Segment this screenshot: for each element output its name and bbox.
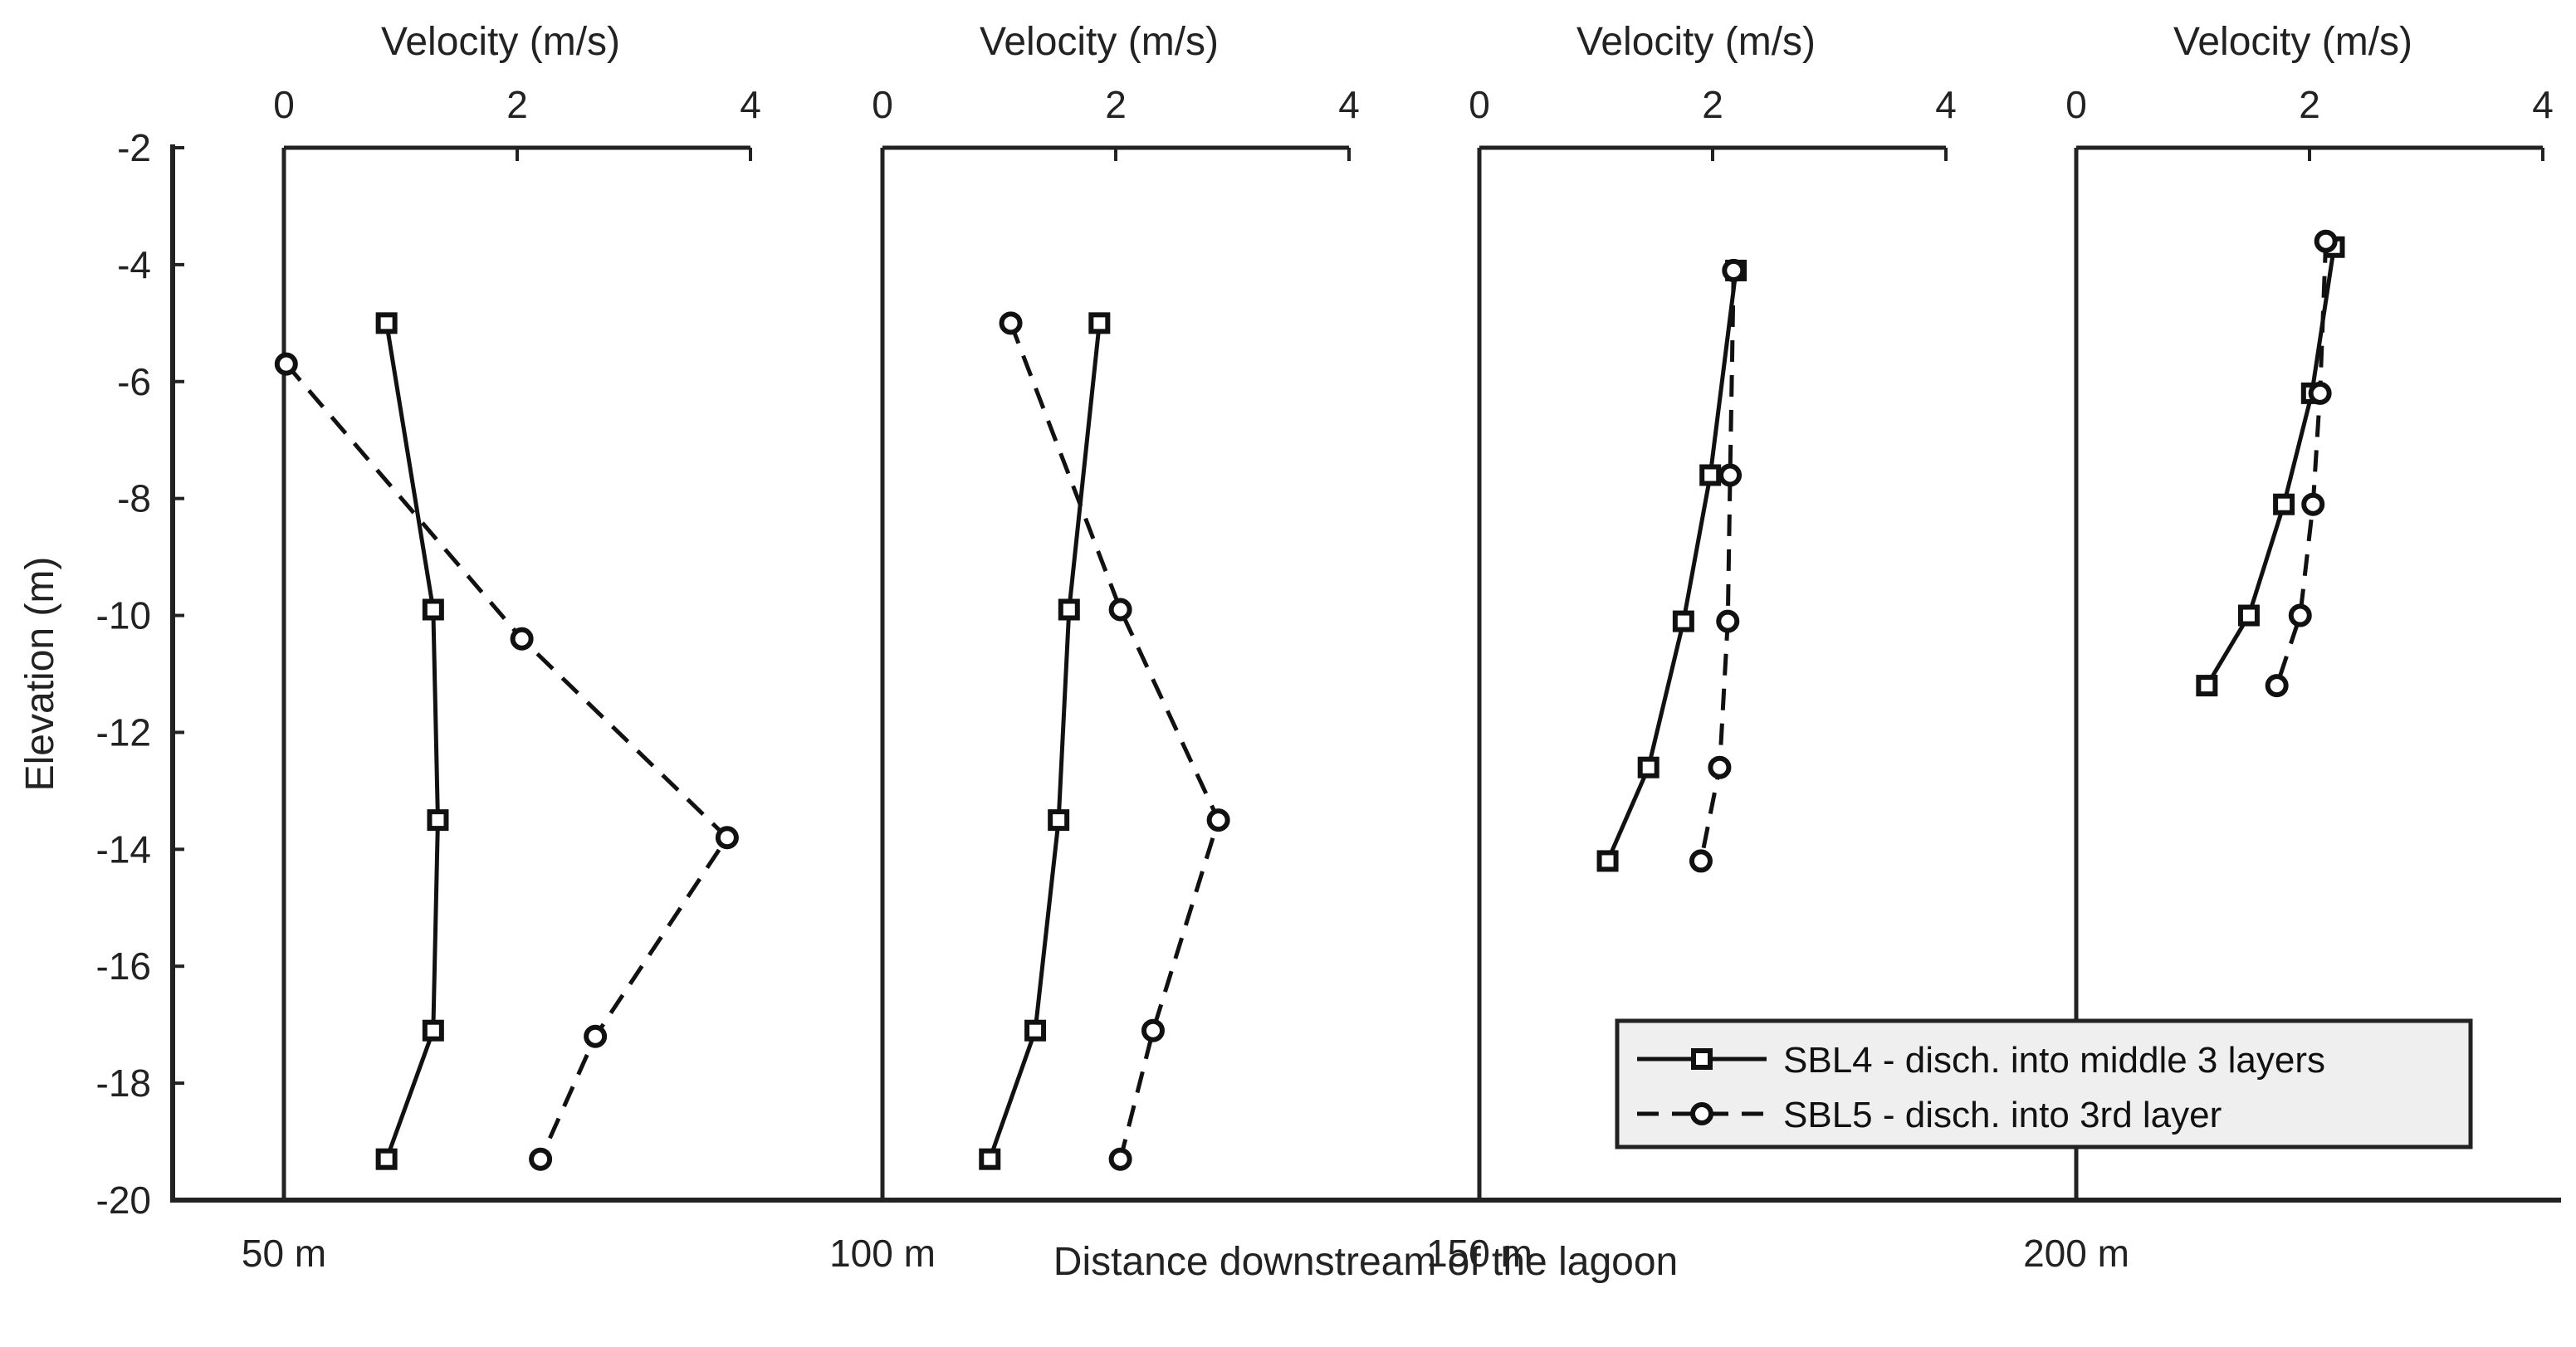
sbl4-marker — [979, 1148, 1001, 1170]
velocity-tick-label: 4 — [1935, 83, 1957, 126]
station-label: 150 m — [1426, 1232, 1532, 1275]
sbl5-marker — [1718, 463, 1743, 487]
velocity-axis-title: Velocity (m/s) — [2173, 20, 2412, 64]
velocity-panels: 0 2 4 Velocity (m/s) 50 m 0 2 4 Velocity (m/s) 10… — [242, 20, 2554, 1275]
legend-circle-marker — [1690, 1102, 1713, 1125]
legend-box — [1615, 1018, 2473, 1149]
y-tick-label: -8 — [117, 477, 151, 520]
sbl4-marker — [1699, 464, 1722, 486]
sbl4-marker — [1672, 610, 1694, 632]
sbl5-marker — [1708, 755, 1732, 779]
velocity-panel: 0 2 4 Velocity (m/s) 150 m — [1426, 20, 1957, 1275]
velocity-tick-label: 0 — [2065, 83, 2087, 126]
sbl4-marker — [427, 809, 449, 832]
y-axis-title: Elevation (m) — [18, 557, 62, 792]
velocity-panel: 0 2 4 Velocity (m/s) 50 m — [242, 20, 761, 1275]
sbl4-marker — [1088, 312, 1111, 334]
velocity-tick-label: 4 — [1338, 83, 1360, 126]
station-label: 200 m — [2023, 1232, 2129, 1275]
sbl4-marker — [1596, 850, 1619, 872]
velocity-panel: 0 2 4 Velocity (m/s) 200 m — [2023, 20, 2554, 1275]
sbl4-marker — [1058, 598, 1080, 621]
legend: SBL4 - disch. into middle 3 layers SBL5 -… — [1615, 1018, 2473, 1149]
y-tick-label: -18 — [96, 1061, 151, 1105]
y-tick-label: -16 — [96, 944, 151, 988]
sbl5-marker — [1108, 598, 1132, 622]
sbl5-marker — [1716, 609, 1740, 633]
sbl4-marker — [375, 1148, 398, 1170]
station-label: 50 m — [242, 1232, 326, 1275]
sbl4-marker — [1048, 809, 1070, 832]
plot-frame — [170, 144, 2561, 1203]
velocity-tick-label: 0 — [1469, 83, 1490, 126]
sbl5-marker — [2288, 603, 2312, 627]
sbl4-marker — [2273, 493, 2295, 515]
sbl5-marker — [715, 826, 739, 850]
sbl5-marker — [510, 627, 534, 651]
velocity-panel: 0 2 4 Velocity (m/s) 100 m — [829, 20, 1360, 1275]
y-tick-label: -12 — [96, 710, 151, 754]
velocity-axis-title: Velocity (m/s) — [1576, 20, 1816, 64]
y-tick-label: -2 — [117, 126, 151, 169]
sbl5-marker — [999, 311, 1023, 335]
sbl5-line — [284, 363, 730, 1160]
sbl4-marker — [1637, 756, 1659, 778]
legend-label: SBL4 - disch. into middle 3 layers — [1783, 1040, 2325, 1081]
velocity-axis-title: Velocity (m/s) — [980, 20, 1219, 64]
velocity-tick-label: 2 — [2299, 83, 2320, 126]
sbl4-marker — [2196, 675, 2218, 697]
velocity-axis-title: Velocity (m/s) — [381, 20, 620, 64]
station-label: 100 m — [829, 1232, 936, 1275]
sbl4-marker — [422, 598, 444, 621]
sbl5-marker — [1141, 1018, 1165, 1042]
x-axis-title: Distance downstream of the lagoon — [1053, 1240, 1678, 1284]
legend-square-marker — [1691, 1048, 1713, 1070]
y-tick-label: -20 — [96, 1179, 151, 1222]
elevation-axis: -2 -4 -6 -8 -10 -12 -14 -16 -18 -20 — [96, 126, 184, 1222]
sbl4-marker — [375, 312, 398, 334]
velocity-tick-label: 2 — [506, 83, 528, 126]
y-tick-label: -4 — [117, 243, 151, 286]
velocity-tick-label: 4 — [2532, 83, 2554, 126]
velocity-tick-label: 0 — [273, 83, 295, 126]
sbl5-marker — [584, 1024, 608, 1048]
velocity-tick-label: 2 — [1105, 83, 1127, 126]
sbl5-marker — [1206, 808, 1230, 832]
sbl4-marker — [1024, 1019, 1047, 1042]
sbl5-marker — [1108, 1147, 1132, 1171]
sbl5-marker — [529, 1147, 553, 1171]
sbl4-marker — [2237, 604, 2260, 627]
y-tick-label: -6 — [117, 360, 151, 403]
sbl5-marker — [1689, 849, 1713, 873]
y-tick-label: -10 — [96, 594, 151, 637]
sbl5-marker — [2301, 492, 2325, 516]
velocity-tick-label: 0 — [872, 83, 893, 126]
velocity-tick-label: 2 — [1702, 83, 1723, 126]
sbl4-marker — [422, 1019, 444, 1042]
sbl5-marker — [274, 352, 298, 376]
legend-label: SBL5 - disch. into 3rd layer — [1783, 1095, 2222, 1135]
sbl5-marker — [2308, 381, 2332, 405]
sbl5-marker — [2314, 229, 2338, 253]
y-tick-label: -14 — [96, 827, 151, 871]
sbl5-marker — [1722, 258, 1746, 282]
velocity-tick-label: 4 — [740, 83, 761, 126]
sbl5-marker — [2265, 674, 2289, 698]
